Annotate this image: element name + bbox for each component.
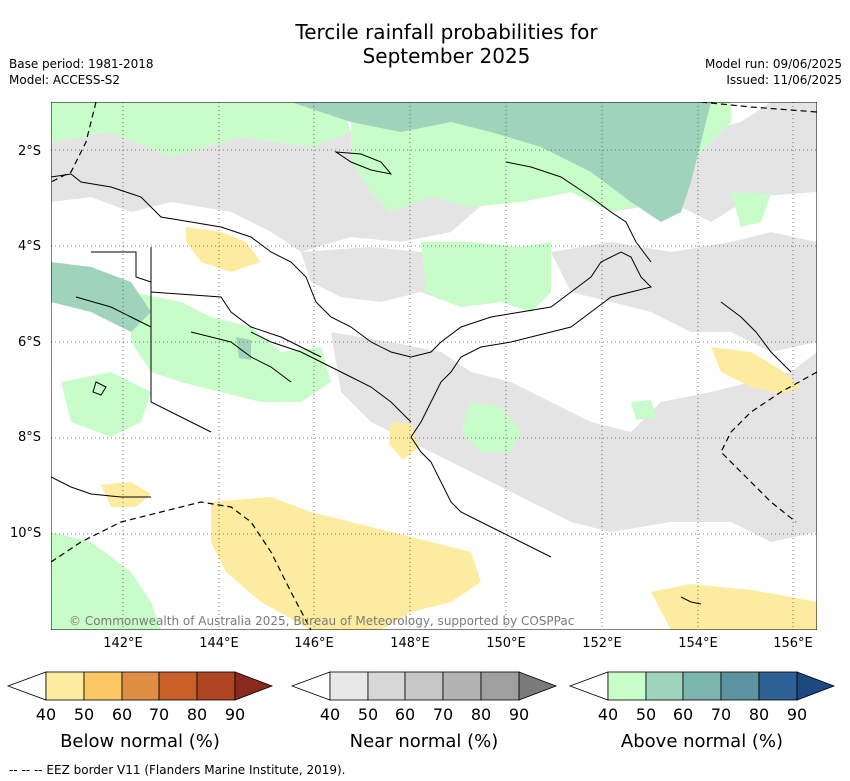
below-normal-50-regions (101, 227, 817, 630)
issued-date: Issued: 11/06/2025 (726, 73, 842, 87)
cb2-tick-70: 70 (432, 705, 454, 724)
colorbar-near-normal (290, 671, 558, 701)
cb2-tick-60: 60 (394, 705, 416, 724)
copyright-text: © Commonwealth of Australia 2025, Bureau… (69, 614, 574, 628)
lon-tick-146e: 146°E (294, 636, 334, 651)
cb1-tick-90: 90 (224, 705, 246, 724)
lon-tick-148e: 148°E (390, 636, 430, 651)
lon-tick-144e: 144°E (199, 636, 239, 651)
province-borders (75, 247, 322, 433)
cb3-tick-50: 50 (635, 705, 657, 724)
map-gridlines (51, 102, 817, 630)
lon-tick-150e: 150°E (486, 636, 526, 651)
cb2-tick-50: 50 (357, 705, 379, 724)
title-line-1: Tercile rainfall probabilities for (295, 20, 598, 44)
lon-tick-152e: 152°E (582, 636, 622, 651)
coastlines (51, 151, 792, 605)
colorbar-above-normal (568, 671, 836, 701)
cb1-tick-70: 70 (148, 705, 170, 724)
cb2-tick-90: 90 (508, 705, 530, 724)
cb3-tick-90: 90 (786, 705, 808, 724)
base-period: Base period: 1981-2018 (9, 57, 154, 71)
cb3-tick-40: 40 (597, 705, 619, 724)
model-name: Model: ACCESS-S2 (9, 73, 121, 87)
colorbars (6, 671, 836, 701)
lat-tick-10s: 10°S (10, 526, 42, 541)
eez-borders (51, 102, 817, 630)
cb3-tick-60: 60 (672, 705, 694, 724)
lon-tick-154e: 154°E (678, 636, 718, 651)
cb3-tick-70: 70 (710, 705, 732, 724)
cb2-tick-80: 80 (470, 705, 492, 724)
above-normal-label: Above normal (%) (620, 731, 784, 752)
cb1-tick-60: 60 (111, 705, 133, 724)
cb1-tick-80: 80 (186, 705, 208, 724)
meta-left: Base period: 1981-2018 Model: ACCESS-S2 (9, 56, 154, 88)
lon-tick-142e: 142°E (103, 636, 143, 651)
lat-tick-4s: 4°S (18, 239, 42, 254)
cb3-tick-80: 80 (748, 705, 770, 724)
eez-footnote: -- -- -- EEZ border V11 (Flanders Marine… (9, 763, 346, 777)
rainfall-map: © Commonwealth of Australia 2025, Bureau… (51, 102, 817, 630)
below-normal-label: Below normal (%) (60, 731, 220, 752)
title-line-2: September 2025 (362, 44, 531, 68)
lon-tick-156e: 156°E (773, 636, 813, 651)
cb2-tick-40: 40 (319, 705, 341, 724)
colorbar-below-normal (6, 671, 274, 701)
lat-tick-8s: 8°S (18, 430, 42, 445)
cb1-tick-40: 40 (35, 705, 57, 724)
map-title: Tercile rainfall probabilities for Septe… (0, 20, 850, 68)
lat-tick-6s: 6°S (18, 335, 42, 350)
cb1-tick-50: 50 (73, 705, 95, 724)
near-normal-label: Near normal (%) (349, 731, 499, 752)
lat-tick-2s: 2°S (18, 144, 42, 159)
model-run: Model run: 09/06/2025 (704, 57, 842, 71)
meta-right: Model run: 09/06/2025 Issued: 11/06/2025 (705, 56, 842, 88)
